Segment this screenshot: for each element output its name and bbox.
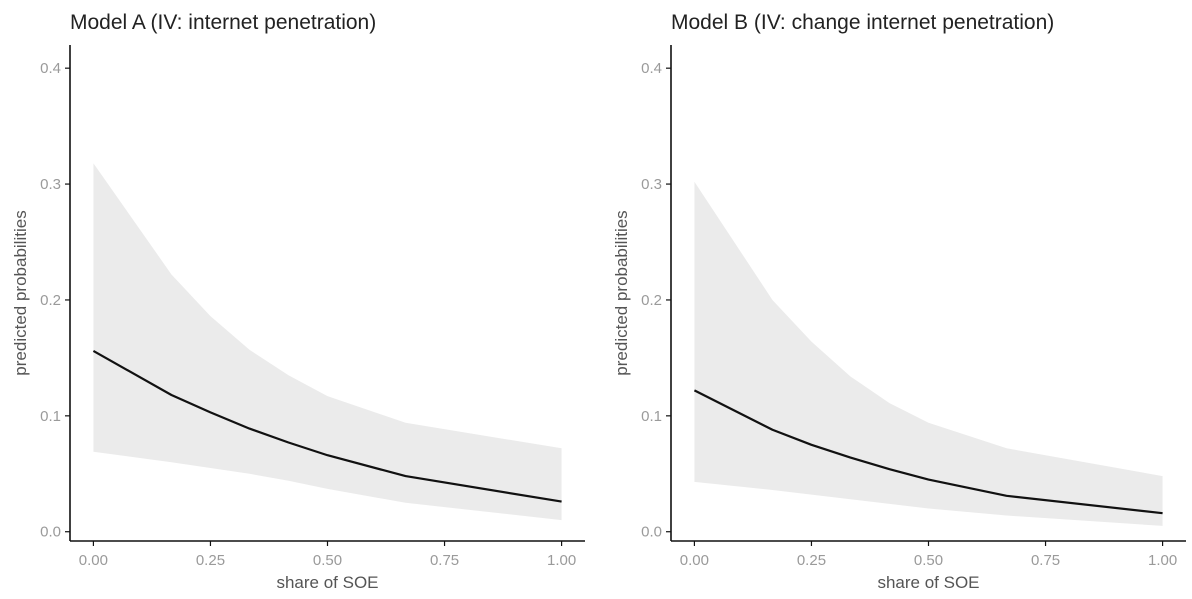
- x-axis-title: share of SOE: [877, 573, 979, 592]
- x-tick-label: 1.00: [547, 552, 576, 569]
- chart-panel-b: Model B (IV: change internet penetration…: [612, 11, 1186, 592]
- x-tick-label: 1.00: [1148, 552, 1177, 569]
- y-tick-label: 0.1: [641, 408, 662, 425]
- y-tick-label: 0.2: [641, 292, 662, 309]
- x-axis-title: share of SOE: [276, 573, 378, 592]
- confidence-band: [694, 181, 1163, 526]
- y-axis-title: predicted probabilities: [612, 210, 631, 375]
- y-tick-label: 0.2: [40, 292, 61, 309]
- y-tick-label: 0.4: [641, 60, 662, 77]
- y-tick-label: 0.0: [641, 524, 662, 541]
- confidence-band: [93, 163, 562, 521]
- predicted-probability-line: [92, 349, 562, 503]
- x-tick-label: 0.50: [914, 552, 943, 569]
- panel-title: Model A (IV: internet penetration): [70, 11, 376, 34]
- y-tick-label: 0.3: [40, 176, 61, 193]
- y-tick-label: 0.1: [40, 408, 61, 425]
- predicted-probability-line: [693, 389, 1163, 515]
- x-tick-label: 0.50: [313, 552, 342, 569]
- y-tick-label: 0.0: [40, 524, 61, 541]
- x-tick-label: 0.75: [430, 552, 459, 569]
- x-tick-label: 0.00: [79, 552, 108, 569]
- x-tick-label: 0.25: [797, 552, 826, 569]
- panel-title: Model B (IV: change internet penetration…: [671, 11, 1054, 34]
- chart-panel-a: Model A (IV: internet penetration) 0.0 0.1…: [11, 11, 585, 592]
- x-tick-label: 0.00: [680, 552, 709, 569]
- x-tick-label: 0.75: [1031, 552, 1060, 569]
- y-tick-label: 0.4: [40, 60, 61, 77]
- y-tick-label: 0.3: [641, 176, 662, 193]
- y-axis-title: predicted probabilities: [11, 210, 30, 375]
- x-tick-label: 0.25: [196, 552, 225, 569]
